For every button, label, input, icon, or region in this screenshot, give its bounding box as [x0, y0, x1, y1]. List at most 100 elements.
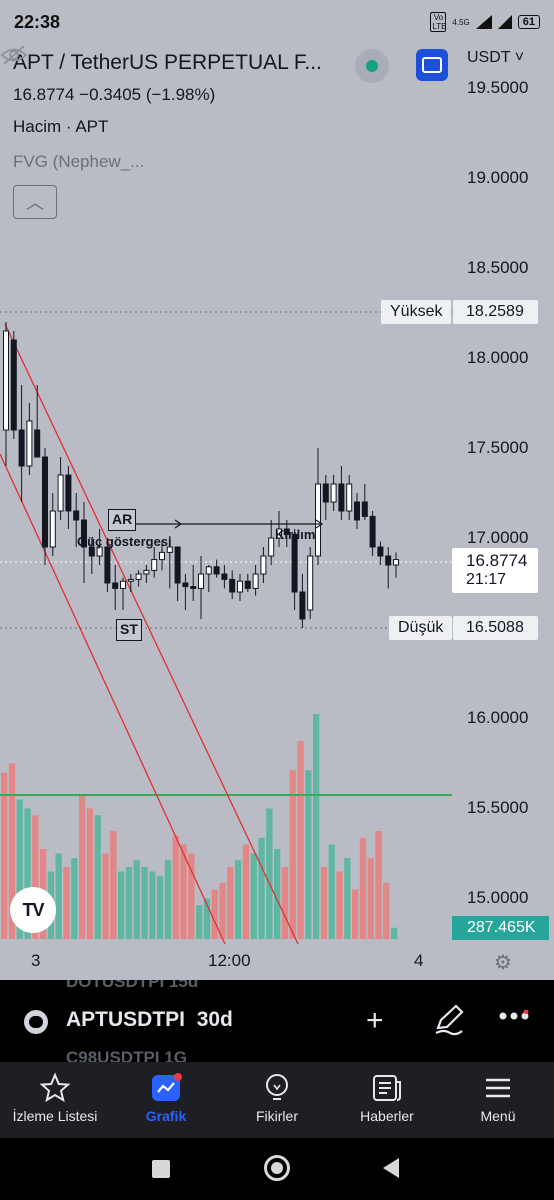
- volume-bar: [8, 763, 16, 939]
- volume-bar: [274, 849, 281, 939]
- symbol-title[interactable]: APT / TetherUS PERPETUAL F...: [13, 51, 322, 74]
- candlestick-chart[interactable]: [0, 44, 554, 980]
- star-icon: [39, 1072, 71, 1103]
- candle-body: [73, 510, 80, 521]
- fullscreen-icon: [422, 57, 442, 73]
- kirilim-annotation[interactable]: Kırılım: [275, 527, 316, 542]
- candle-body: [34, 429, 41, 458]
- interval-label: 30d: [196, 1008, 233, 1031]
- fullscreen-button[interactable]: [416, 49, 448, 81]
- candle-body: [291, 533, 298, 593]
- candle-body: [237, 580, 243, 593]
- recent-apps-icon[interactable]: [152, 1160, 170, 1178]
- candle-body: [354, 501, 360, 521]
- candle-body: [88, 546, 95, 557]
- tab-watchlist[interactable]: İzleme Listesi: [0, 1062, 110, 1138]
- volume-bar: [258, 837, 265, 939]
- candle-body: [166, 546, 173, 553]
- volume-bar: [180, 844, 187, 939]
- time-axis[interactable]: 3 12:00 4: [0, 944, 554, 980]
- bottom-tab-bar: İzleme Listesi Grafik Fikirler Haberler …: [0, 1062, 554, 1138]
- candle-body: [346, 483, 353, 512]
- volume-bar: [55, 853, 62, 939]
- home-icon[interactable]: [264, 1155, 290, 1181]
- tab-label: Grafik: [145, 1108, 187, 1124]
- candle-body: [26, 420, 33, 467]
- fvg-indicator-label[interactable]: FVG (Nephew_...: [13, 152, 145, 171]
- volume-bar: [242, 844, 250, 939]
- high-label-tag: Yüksek: [381, 300, 452, 324]
- symbol-interval[interactable]: APTUSDTPI 30d: [66, 1008, 233, 1032]
- eye-off-icon[interactable]: [0, 44, 28, 66]
- tab-label: Haberler: [360, 1108, 414, 1124]
- candle-body: [190, 586, 197, 589]
- volume-bar: [149, 871, 156, 939]
- volume-bar: [164, 860, 172, 939]
- currency-label: USDT: [467, 49, 511, 66]
- add-icon[interactable]: +: [366, 1004, 384, 1037]
- low-value-tag: 16.5088: [453, 616, 538, 640]
- tab-label: Fikirler: [256, 1108, 298, 1124]
- candle-body: [42, 456, 48, 548]
- clock: 22:38: [14, 11, 61, 32]
- last-price-tag: 16.8774 21:17: [452, 548, 538, 593]
- candle-body: [143, 569, 150, 575]
- candle-body: [252, 573, 259, 589]
- candle-body: [276, 528, 282, 539]
- volume-bar: [344, 858, 351, 939]
- candle-body: [315, 483, 321, 557]
- candle-body: [49, 510, 56, 548]
- ar-annotation[interactable]: AR: [108, 509, 137, 531]
- candle-body: [104, 546, 111, 584]
- candle-body: [369, 515, 376, 548]
- volume-bar: [1, 772, 8, 939]
- guc-annotation[interactable]: Güç göstergesi: [77, 534, 172, 549]
- settings-gear-icon[interactable]: ⚙: [494, 952, 512, 974]
- candle-body: [3, 330, 9, 431]
- volume-bar: [32, 815, 39, 939]
- volume-bar: [352, 889, 359, 939]
- price-axis-label: 17.0000: [467, 528, 529, 547]
- more-options-icon[interactable]: [498, 1010, 530, 1022]
- candle-body: [96, 546, 103, 557]
- volume-bar: [391, 927, 398, 939]
- volume-indicator-label[interactable]: Hacim · APT: [13, 117, 109, 136]
- candle-body: [268, 537, 275, 557]
- high-value-tag: 18.2589: [453, 300, 538, 324]
- st-annotation[interactable]: ST: [116, 619, 142, 641]
- bar-countdown: 21:17: [466, 571, 507, 588]
- candle-body: [244, 580, 251, 589]
- candle-body: [135, 573, 142, 580]
- tab-menu[interactable]: Menü: [443, 1062, 553, 1138]
- low-label-tag: Düşük: [389, 616, 453, 640]
- tab-news[interactable]: Haberler: [332, 1062, 442, 1138]
- tab-ideas[interactable]: Fikirler: [222, 1062, 332, 1138]
- volume-bar: [328, 844, 335, 939]
- tab-label: İzleme Listesi: [12, 1108, 98, 1124]
- candle-body: [393, 559, 399, 566]
- trendline-upper: [4, 323, 299, 945]
- candle-body: [205, 566, 212, 575]
- tradingview-logo[interactable]: TV: [10, 887, 56, 933]
- candle-body: [174, 546, 181, 584]
- volume-bar: [359, 837, 367, 939]
- volume-value-tag: 287.465K: [452, 916, 549, 940]
- symbol-bar[interactable]: DOTUSDTPI 15d C98USDTPI 1G APTUSDTPI 30d…: [0, 980, 554, 1062]
- volume-bar: [297, 741, 304, 939]
- back-icon[interactable]: [383, 1158, 399, 1178]
- candle-body: [120, 580, 126, 589]
- drawing-pen-icon[interactable]: [432, 1002, 466, 1036]
- price-axis-label: 19.0000: [467, 168, 529, 187]
- tab-chart[interactable]: Grafik: [111, 1062, 221, 1138]
- collapse-legend-button[interactable]: ︿: [13, 185, 57, 219]
- currency-selector[interactable]: USDT ˅: [467, 49, 525, 66]
- battery-icon: 61: [517, 15, 540, 29]
- candle-body: [385, 555, 392, 566]
- time-axis-label: 12:00: [208, 951, 251, 970]
- volume-bar: [227, 867, 234, 939]
- candle-body: [299, 591, 306, 620]
- market-status-button[interactable]: [355, 49, 389, 83]
- chart-area[interactable]: APT / TetherUS PERPETUAL F... USDT ˅ 16.…: [0, 44, 554, 980]
- trendline-lower: [0, 453, 226, 945]
- hamburger-icon: [486, 1078, 510, 1098]
